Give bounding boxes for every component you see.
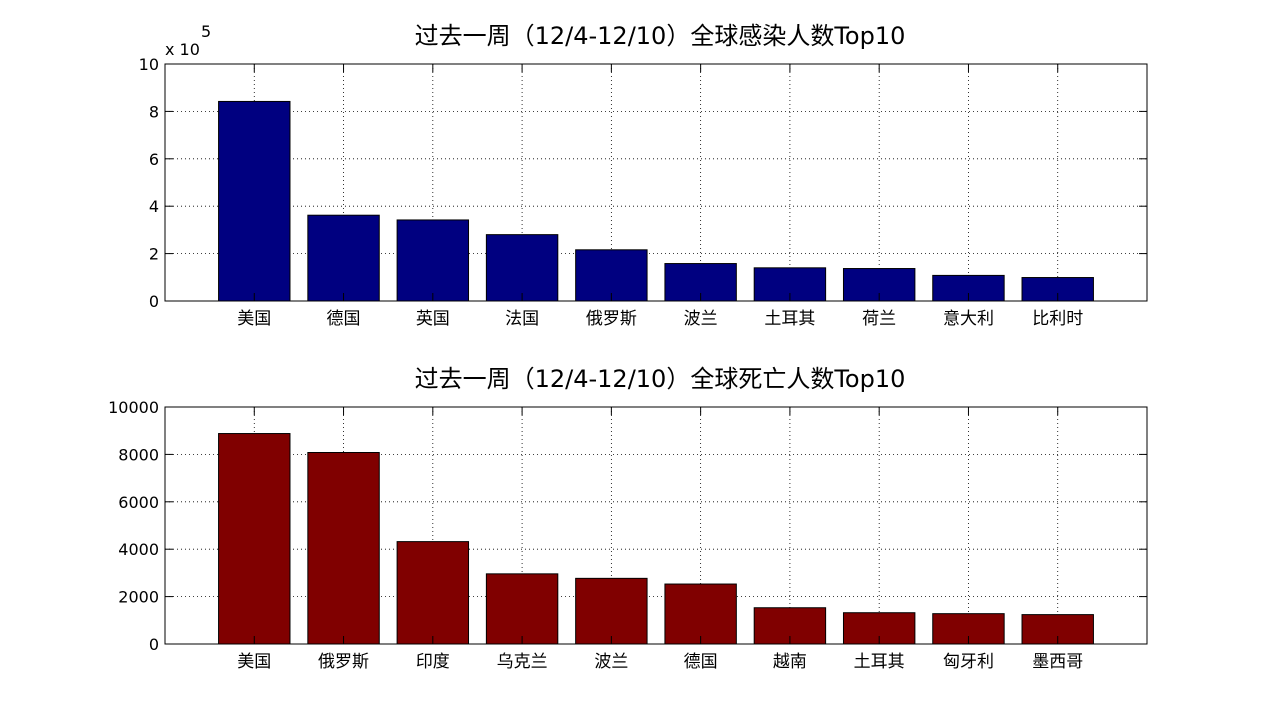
plot-frame	[164, 406, 1148, 645]
bar	[218, 433, 291, 645]
category-label: 俄罗斯	[586, 309, 637, 329]
y-tick-label: 0	[149, 292, 159, 311]
y-tick-label: 8000	[118, 445, 159, 464]
y-tick-label: 2	[149, 245, 159, 264]
category-label: 德国	[327, 309, 361, 329]
bar	[307, 214, 380, 302]
y-tick-label: 4000	[118, 540, 159, 559]
y-tick-label: 10000	[108, 398, 159, 417]
bar	[396, 219, 470, 302]
axis-ticks	[165, 63, 1147, 302]
chart-title: 过去一周（12/4-12/10）全球感染人数Top10	[415, 22, 906, 50]
infections-chart: 过去一周（12/4-12/10）全球感染人数Top10 x 10 5 0 2 4 6 8…	[139, 22, 1148, 329]
bar	[575, 249, 648, 302]
y-scale-exponent: 5	[201, 22, 211, 41]
category-label: 墨西哥	[1032, 652, 1083, 672]
bar	[396, 541, 470, 645]
axis-labels: 0 2 4 6 8 10 美国 德国 英国 法国 俄罗斯 波兰 土耳其 荷兰 意大利 比利时	[139, 55, 1084, 329]
axis-labels: 0 2000 4000 6000 8000 10000 美国 俄罗斯 印度 乌克兰 波兰 德国 越南 土耳…	[108, 398, 1083, 672]
bars	[218, 433, 1094, 645]
category-label: 德国	[684, 652, 718, 672]
y-scale-label: x 10	[165, 40, 200, 59]
plot-frame	[164, 63, 1148, 302]
category-label: 波兰	[684, 309, 718, 329]
category-label: 土耳其	[764, 309, 815, 329]
category-label: 俄罗斯	[318, 652, 369, 672]
category-label: 波兰	[594, 652, 628, 672]
bar	[485, 234, 559, 302]
category-label: 美国	[237, 309, 271, 329]
category-label: 印度	[416, 652, 450, 672]
y-tick-label: 0	[149, 635, 159, 654]
category-label: 法国	[505, 309, 539, 329]
axis-ticks	[165, 406, 1147, 645]
y-tick-label: 2000	[118, 588, 159, 607]
y-tick-label: 4	[149, 197, 159, 216]
bars	[218, 100, 1094, 302]
category-label: 美国	[237, 652, 271, 672]
deaths-chart: 过去一周（12/4-12/10）全球死亡人数Top10 0 2000 4000 600…	[108, 365, 1148, 672]
bar	[218, 100, 291, 302]
category-label: 英国	[416, 309, 450, 329]
y-tick-label: 8	[149, 102, 159, 121]
category-label: 意大利	[943, 309, 994, 329]
bar	[575, 577, 648, 645]
bar	[485, 573, 559, 645]
y-tick-label: 6	[149, 150, 159, 169]
y-tick-label: 6000	[118, 493, 159, 512]
y-tick-label: 10	[139, 55, 159, 74]
bar	[664, 583, 737, 645]
category-label: 比利时	[1032, 309, 1083, 329]
category-label: 土耳其	[854, 652, 905, 672]
bar	[307, 452, 380, 645]
category-label: 越南	[773, 652, 807, 672]
category-label: 荷兰	[862, 309, 896, 329]
category-label: 匈牙利	[943, 652, 994, 672]
category-label: 乌克兰	[497, 652, 548, 672]
chart-title: 过去一周（12/4-12/10）全球死亡人数Top10	[415, 365, 906, 393]
